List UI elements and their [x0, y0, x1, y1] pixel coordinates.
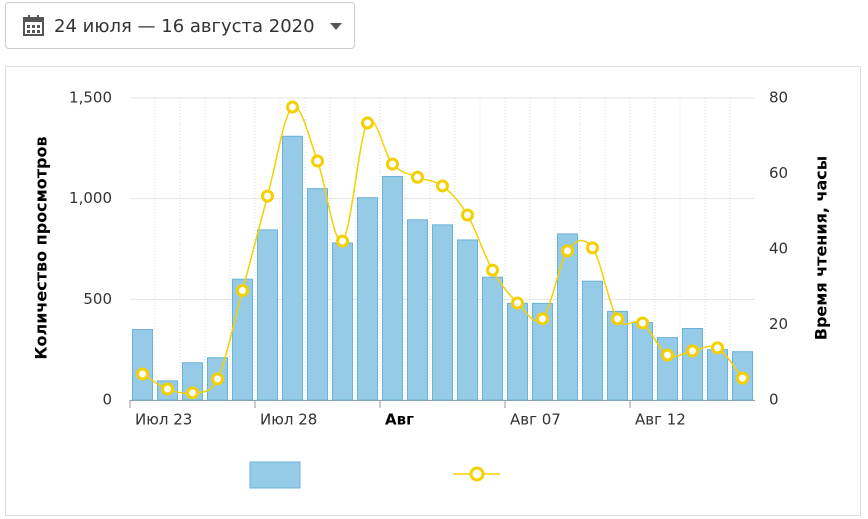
- bar: [232, 278, 253, 401]
- bar: [507, 302, 528, 401]
- line-point: [661, 348, 674, 362]
- y-tick-label: 500: [83, 290, 112, 308]
- y2-tick-label: 0: [769, 391, 779, 409]
- line-point: [636, 316, 649, 330]
- y-axis-label: Количество просмотров: [32, 136, 51, 359]
- bar: [632, 321, 653, 401]
- line-point: [461, 208, 474, 222]
- bar: [682, 328, 703, 401]
- line-point: [186, 386, 199, 400]
- y-tick-label: 1,500: [69, 89, 112, 107]
- bar: [532, 302, 553, 401]
- bar: [457, 239, 478, 401]
- legend-line-marker: [469, 466, 485, 482]
- y2-tick-label: 20: [769, 315, 788, 333]
- line-point: [711, 341, 724, 355]
- calendar-icon: [23, 15, 44, 36]
- y-tick-label: 1,000: [69, 189, 112, 207]
- bar: [707, 349, 728, 401]
- line-point: [336, 234, 349, 248]
- bar: [307, 188, 328, 401]
- line-point: [286, 100, 299, 114]
- bar: [357, 197, 378, 401]
- y2-tick-label: 40: [769, 240, 788, 258]
- bar: [332, 242, 353, 401]
- line-point: [511, 296, 524, 310]
- line-point: [586, 241, 599, 255]
- line-point: [486, 263, 499, 277]
- line-point: [311, 154, 324, 168]
- bar: [582, 280, 603, 401]
- x-tick-label: Авг 12: [635, 411, 686, 429]
- line-point: [386, 157, 399, 171]
- y-tick-label: 0: [102, 391, 112, 409]
- y2-tick-label: 60: [769, 164, 788, 182]
- line-point: [236, 284, 249, 298]
- date-range: 24 июля — 16 августа 2020: [54, 16, 315, 37]
- line-point: [611, 312, 624, 326]
- legend-bar-symbol: [249, 461, 301, 489]
- date-picker[interactable]: 24 июля — 16 августа 2020: [5, 2, 355, 49]
- bar: [482, 276, 503, 401]
- caret: [330, 23, 342, 30]
- x-tick-label: Июл 28: [260, 411, 317, 429]
- y2-tick-label: 80: [769, 89, 788, 107]
- bar: [282, 135, 303, 401]
- bar: [557, 233, 578, 401]
- x-tick-label: Июл 23: [135, 411, 192, 429]
- bar: [607, 310, 628, 401]
- bar: [407, 219, 428, 401]
- bar: [132, 329, 153, 401]
- bar: [257, 229, 278, 401]
- y2-axis-label: Время чтения, часы: [812, 156, 831, 340]
- line-point: [736, 371, 749, 385]
- line-point: [261, 189, 274, 203]
- line-point: [136, 367, 149, 381]
- line-point: [436, 179, 449, 193]
- bar: [432, 224, 453, 401]
- line-point: [361, 116, 374, 130]
- line-point: [411, 170, 424, 184]
- x-tick-label: Авг 07: [510, 411, 561, 429]
- line-point: [536, 312, 549, 326]
- line-point: [211, 372, 224, 386]
- x-tick-label: Авг: [385, 411, 414, 429]
- bar: [382, 176, 403, 401]
- line-point: [686, 344, 699, 358]
- line-point: [161, 382, 174, 396]
- line-point: [561, 244, 574, 258]
